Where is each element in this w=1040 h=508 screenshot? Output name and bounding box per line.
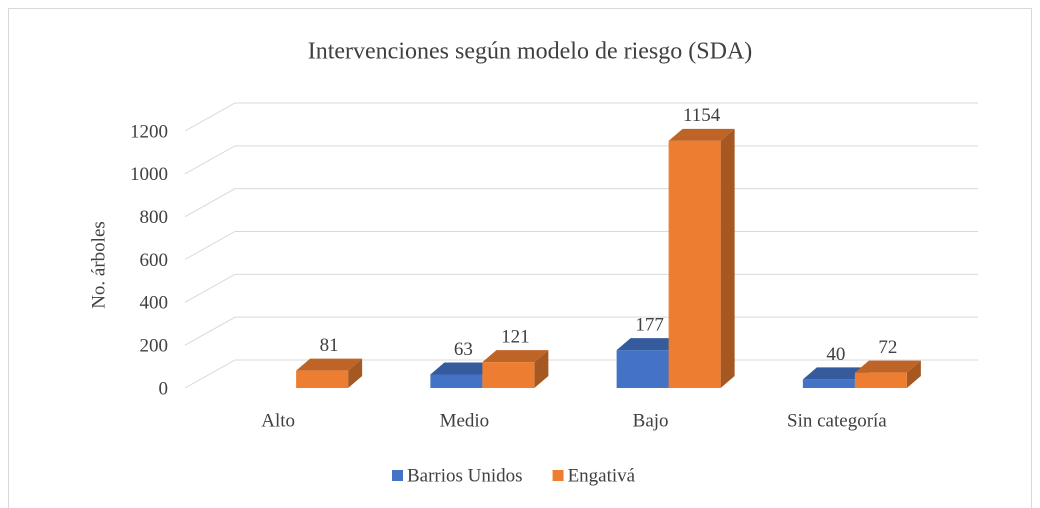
bar-top: [482, 350, 549, 363]
bar-side: [534, 350, 549, 388]
x-tick-label: Sin categoría: [787, 410, 887, 431]
data-label: 1154: [683, 105, 721, 126]
bar-front: [802, 379, 855, 388]
bar: [668, 128, 735, 388]
bar-top: [668, 128, 735, 141]
bar-top: [430, 362, 497, 375]
data-label: 40: [826, 344, 845, 365]
x-tick-label: Medio: [440, 410, 490, 431]
bar-front: [616, 350, 669, 388]
y-tick-label: 800: [140, 207, 169, 228]
legend-swatch: [552, 470, 564, 481]
data-label: 81: [320, 335, 339, 356]
bar: [854, 360, 921, 388]
legend-label: Barrios Unidos: [407, 465, 523, 486]
bar-top: [802, 367, 869, 380]
bar-front: [296, 370, 349, 388]
chart-frame: [8, 8, 1032, 508]
bar-side: [906, 360, 921, 388]
y-tick-label: 1200: [130, 121, 168, 142]
bar-front: [482, 362, 535, 388]
y-axis-title: No. árboles: [88, 221, 109, 309]
bar: [296, 358, 363, 388]
data-label: 121: [501, 326, 530, 347]
data-label: 177: [635, 314, 664, 335]
bar: [482, 350, 549, 388]
y-tick-label: 0: [159, 378, 169, 399]
x-tick-label: Bajo: [633, 410, 669, 431]
x-tick-label: Alto: [261, 410, 295, 431]
legend-label: Engativá: [568, 465, 636, 486]
y-tick-label: 600: [140, 250, 169, 271]
y-tick-label: 400: [140, 293, 169, 314]
bar-top: [854, 360, 921, 373]
data-label: 72: [878, 337, 897, 358]
grid-line: [184, 102, 978, 132]
bar-top: [616, 338, 683, 351]
chart-title: Intervenciones según modelo de riesgo (S…: [308, 39, 753, 65]
bar-front: [668, 140, 721, 388]
bar-side: [720, 128, 735, 388]
y-tick-label: 200: [140, 336, 169, 357]
bar-top: [296, 358, 363, 371]
legend-swatch: [392, 470, 403, 481]
y-tick-label: 1000: [130, 164, 168, 185]
bar-front: [854, 372, 907, 388]
bar-front: [430, 374, 483, 388]
bar-side: [348, 358, 363, 388]
data-label: 63: [454, 339, 473, 360]
